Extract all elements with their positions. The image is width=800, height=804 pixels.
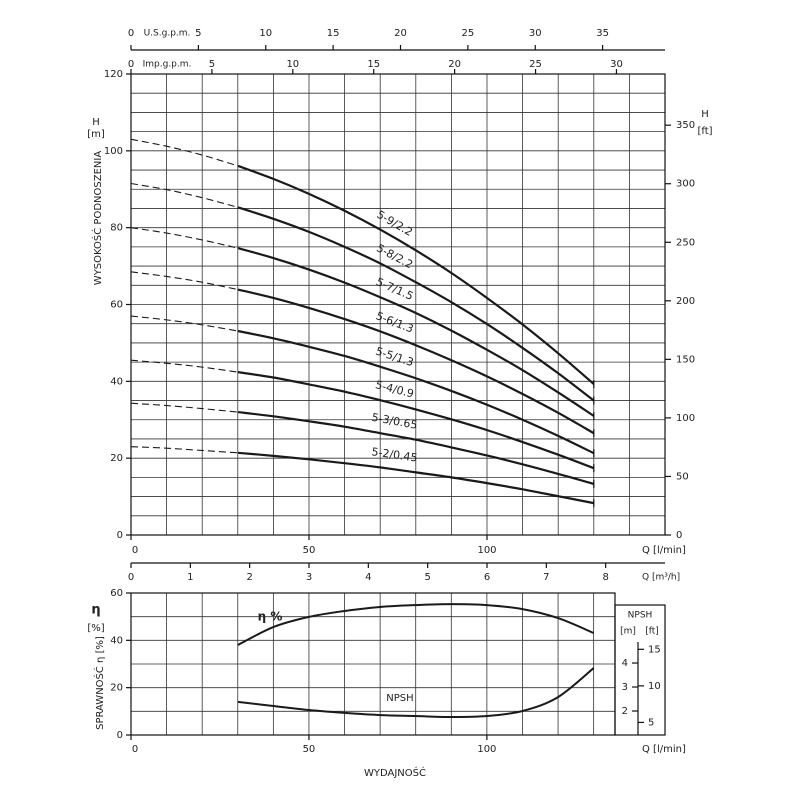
y2-tick-label: 2 [622, 706, 628, 717]
secondary-x-axis-label: U.S.g.p.m. [144, 29, 191, 39]
y-tick-label: 120 [104, 69, 123, 80]
y3-axis-unit: [ft] [645, 627, 659, 637]
y2-tick-label: 50 [676, 471, 689, 482]
y-tick-label: 20 [110, 453, 123, 464]
curve-solid [237, 451, 595, 505]
curve-solid [237, 246, 595, 417]
y2-tick-label: 4 [622, 658, 628, 669]
curve-solid [237, 371, 595, 470]
x-tick-label: 0 [132, 545, 138, 556]
secondary-x-tick-label: 0 [128, 572, 134, 583]
y2-tick-label: 3 [622, 682, 628, 693]
secondary-x-tick-label: 5 [424, 572, 430, 583]
secondary-x-tick-label: 25 [461, 28, 474, 39]
curve-label: 5-2/0.45 [371, 445, 419, 464]
y3-tick-label: 10 [648, 681, 661, 692]
y2-tick-label: 350 [676, 120, 695, 131]
secondary-x-tick-label: 6 [484, 572, 490, 583]
x-axis-title: WYDAJNOŚĆ [364, 766, 426, 779]
secondary-x-tick-label: 10 [259, 28, 272, 39]
secondary-x-tick-label: 10 [286, 59, 299, 70]
secondary-x-tick-label: 25 [529, 59, 542, 70]
curve-dash [130, 138, 238, 167]
x-tick-label: 0 [132, 744, 138, 755]
y2-axis-label: NPSH [628, 611, 653, 621]
y2-tick-label: 250 [676, 237, 695, 248]
y-tick-label: 0 [117, 530, 123, 541]
secondary-x-tick-label: 0 [128, 59, 134, 70]
y2-axis-unit: [m] [620, 627, 636, 637]
y2-tick-label: 150 [676, 354, 695, 365]
secondary-x-tick-label: 0 [128, 28, 134, 39]
y-tick-label: 80 [110, 223, 123, 234]
secondary-x-tick-label: 2 [246, 572, 252, 583]
curve-solid [237, 329, 595, 455]
y-axis-unit: [%] [87, 623, 104, 634]
x-tick-label: 100 [477, 545, 496, 556]
secondary-x-tick-label: 5 [195, 28, 201, 39]
secondary-x-axis-label: Q [m³/h] [642, 573, 680, 583]
y-tick-label: 60 [110, 300, 123, 311]
secondary-x-tick-label: 8 [602, 572, 608, 583]
curve-dash [130, 315, 238, 332]
secondary-x-tick-label: 20 [448, 59, 461, 70]
curve-solid [237, 288, 595, 435]
y-axis-unit: [m] [87, 129, 105, 140]
secondary-x-tick-label: 7 [543, 572, 549, 583]
secondary-x-axis-label: Imp.g.p.m. [143, 60, 192, 70]
x-axis-label: Q [l/min] [642, 744, 686, 755]
secondary-x-tick-label: 5 [209, 59, 215, 70]
x-tick-label: 50 [303, 545, 316, 556]
secondary-x-tick-label: 1 [187, 572, 193, 583]
y2-tick-label: 100 [676, 413, 695, 424]
curve-dash [130, 271, 238, 291]
y-axis-label: H [92, 117, 100, 128]
y2-axis-label: H [701, 109, 709, 120]
x-tick-label: 50 [303, 744, 316, 755]
secondary-x-tick-label: 3 [306, 572, 312, 583]
secondary-x-tick-label: 30 [529, 28, 542, 39]
y2-tick-label: 200 [676, 296, 695, 307]
secondary-x-tick-label: 15 [327, 28, 340, 39]
curve-dash [130, 182, 238, 208]
curve [237, 667, 595, 719]
y-tick-label: 40 [110, 376, 123, 387]
y-axis-title: WYSOKOŚĆ PODNOSZENIA [91, 151, 104, 286]
curve-label: η % [258, 610, 283, 624]
y3-tick-label: 5 [648, 717, 654, 728]
secondary-x-tick-label: 15 [367, 59, 380, 70]
curve-dash [130, 446, 238, 454]
curve-solid [237, 164, 595, 385]
secondary-x-tick-label: 4 [365, 572, 371, 583]
curve-solid [237, 206, 595, 402]
secondary-x-tick-label: 35 [596, 28, 609, 39]
curve-solid [237, 410, 595, 485]
y-tick-label: 40 [110, 635, 123, 646]
curve-dash [130, 359, 238, 373]
curve-label: NPSH [386, 693, 413, 704]
y2-axis-unit: [ft] [697, 126, 712, 137]
npsh-box [614, 604, 666, 736]
y-tick-label: 100 [104, 146, 123, 157]
curve-dash [130, 402, 238, 413]
y-axis-label: η [91, 603, 100, 618]
y-tick-label: 60 [110, 588, 123, 599]
secondary-x-tick-label: 20 [394, 28, 407, 39]
y3-tick-label: 15 [648, 644, 661, 655]
x-axis-label: Q [l/min] [642, 545, 686, 556]
x-tick-label: 100 [477, 744, 496, 755]
y2-tick-label: 300 [676, 179, 695, 190]
curve-dash [130, 227, 238, 249]
curve [237, 603, 595, 646]
y-axis-title: SPRAWNOŚĆ η [%] [93, 636, 106, 730]
y-tick-label: 20 [110, 683, 123, 694]
y-tick-label: 0 [117, 730, 123, 741]
secondary-x-tick-label: 30 [610, 59, 623, 70]
y2-tick-label: 0 [676, 530, 682, 541]
